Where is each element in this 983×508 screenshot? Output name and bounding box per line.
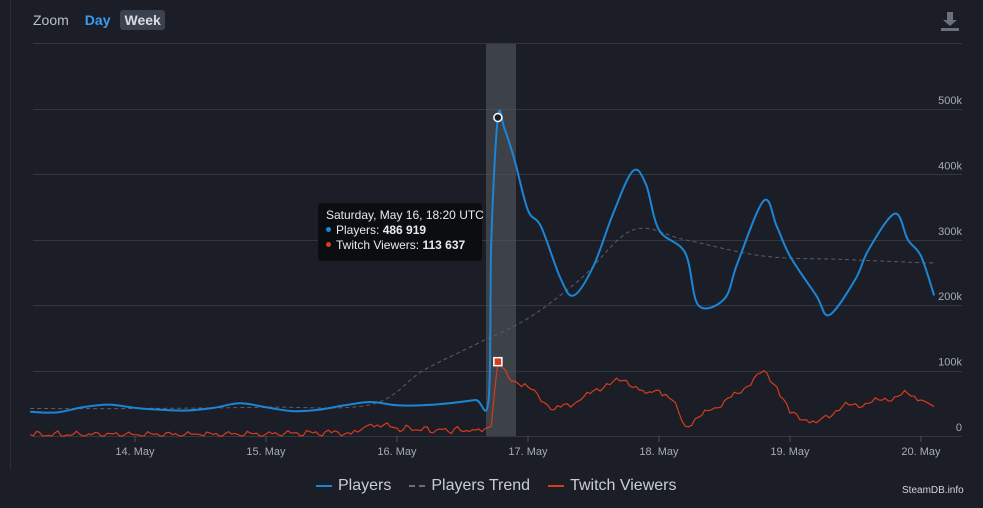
series-layer: [29, 109, 936, 437]
players-trend-line: [30, 227, 935, 410]
chart-area: 0 100k 200k 300k 400k 500k 14. May 15. May 16. …: [10, 0, 963, 470]
legend-label-players: Players: [338, 477, 392, 494]
tooltip-twitch-row: Twitch Viewers: 113 637: [326, 238, 474, 253]
legend-line-icon: [548, 485, 565, 487]
hover-markers: [493, 112, 503, 367]
zoom-label: Zoom: [33, 12, 69, 28]
y-tick-label: 0: [956, 422, 962, 434]
y-tick-label: 300k: [938, 226, 962, 238]
y-axis-tick-labels: 0 100k 200k 300k 400k 500k: [938, 95, 962, 434]
tooltip-twitch-label: Twitch Viewers:: [336, 238, 420, 252]
x-tick-label: 20. May: [901, 446, 941, 458]
x-tick-label: 15. May: [246, 446, 286, 458]
x-tick-label: 16. May: [377, 446, 417, 458]
legend-label-players-trend: Players Trend: [431, 477, 531, 494]
tooltip-players-label: Players:: [336, 223, 380, 237]
legend-line-icon: [316, 485, 332, 487]
twitch-hover-marker: [493, 356, 503, 367]
tooltip-players-row: Players: 486 919: [326, 223, 474, 238]
tooltip-players-value: 486 919: [382, 223, 427, 237]
legend-item-players[interactable]: Players: [316, 477, 391, 495]
chart-tooltip: Saturday, May 16, 18:20 UTC Players: 486…: [318, 203, 484, 261]
players-hover-marker: [493, 112, 503, 123]
twitch-dot-icon: [326, 242, 331, 247]
players-dot-icon: [326, 227, 331, 232]
download-icon[interactable]: [939, 10, 961, 32]
y-tick-label: 100k: [938, 357, 962, 369]
x-tick-label: 17. May: [508, 446, 548, 458]
y-tick-label: 400k: [938, 160, 962, 172]
chart-legend: Players Players Trend Twitch Viewers: [316, 477, 694, 495]
zoom-day-button[interactable]: Day: [84, 12, 111, 28]
zoom-controls: Zoom Day Week: [33, 10, 171, 30]
zoom-week-button[interactable]: Week: [120, 10, 165, 30]
x-tick-label: 18. May: [639, 446, 679, 458]
x-tick-label: 14. May: [115, 446, 155, 458]
legend-dashed-line-icon: [409, 485, 426, 487]
legend-item-players-trend[interactable]: Players Trend: [409, 477, 530, 495]
y-tick-label: 500k: [938, 95, 962, 107]
legend-item-twitch-viewers[interactable]: Twitch Viewers: [548, 477, 676, 495]
x-axis-tick-labels: 14. May 15. May 16. May 17. May 18. May 19. M…: [115, 436, 941, 458]
x-tick-label: 19. May: [770, 446, 810, 458]
players-line: [30, 109, 936, 414]
y-tick-label: 200k: [938, 291, 962, 303]
legend-label-twitch-viewers: Twitch Viewers: [570, 477, 677, 494]
twitch-viewers-line: [29, 360, 935, 437]
tooltip-twitch-value: 113 637: [422, 238, 466, 252]
tooltip-title: Saturday, May 16, 18:20 UTC: [326, 208, 484, 222]
credits-link[interactable]: SteamDB.info: [902, 485, 964, 496]
